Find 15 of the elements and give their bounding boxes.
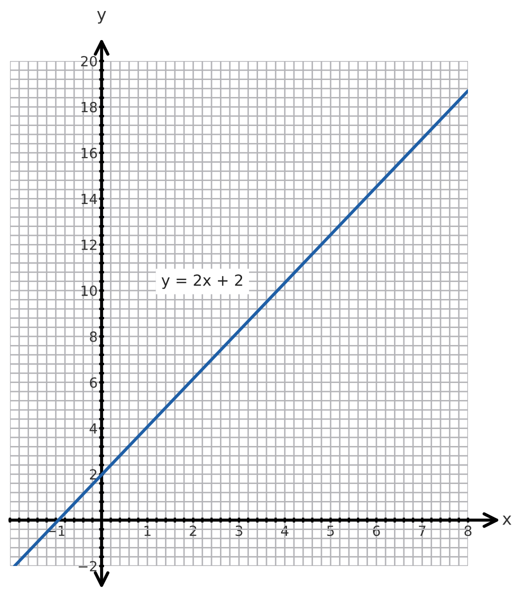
x-tick-label: 8 — [464, 526, 472, 536]
y-tick-label: 8 — [90, 331, 97, 342]
y-tick-label: 16 — [82, 148, 97, 158]
y-tick-label: 4 — [90, 423, 97, 434]
y-tick-label: 10 — [82, 286, 97, 296]
y-tick-label: −2 — [78, 560, 96, 572]
y-tick-label: 20 — [81, 56, 97, 66]
annotation: y = 2x + 2 — [162, 274, 242, 289]
y-tick-label: 14 — [82, 194, 97, 204]
y-tick-label: 2 — [90, 469, 96, 480]
x-axis-title: x — [502, 516, 512, 525]
y-axis-title: y — [97, 11, 106, 24]
y-tick-label: 18 — [82, 102, 97, 112]
y-tick-label: 12 — [82, 240, 96, 250]
y-tick-label: 6 — [90, 377, 97, 388]
